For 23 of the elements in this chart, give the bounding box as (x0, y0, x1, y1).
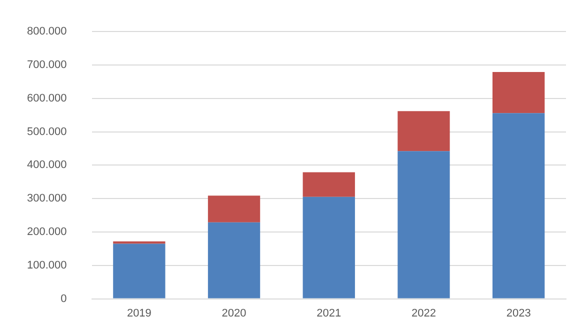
y-tick-label: 100.000 (26, 259, 67, 272)
bar (302, 172, 355, 197)
bar (492, 72, 545, 114)
x-tick-label: 2021 (316, 307, 342, 320)
x-tick-label: 2020 (222, 307, 246, 320)
x-tick-label: 2019 (126, 307, 152, 320)
y-tick-label: 700.000 (26, 59, 67, 72)
y-tick-label: 500.000 (26, 126, 67, 138)
bar (398, 111, 450, 152)
x-tick-label: 2023 (506, 307, 531, 320)
y-tick-label: 200.000 (26, 226, 67, 238)
y-tick-label: 400.000 (26, 159, 67, 172)
bar (208, 222, 260, 298)
y-tick-label: 0 (60, 292, 67, 305)
y-tick-label: 800.000 (26, 26, 67, 38)
bar (113, 244, 166, 298)
bar (302, 196, 355, 298)
y-tick-label: 600.000 (26, 92, 67, 104)
bar (492, 113, 545, 298)
x-tick-label: 2022 (411, 307, 436, 320)
y-tick-label: 300.000 (26, 192, 67, 205)
bar (398, 151, 450, 298)
bar (208, 196, 260, 222)
